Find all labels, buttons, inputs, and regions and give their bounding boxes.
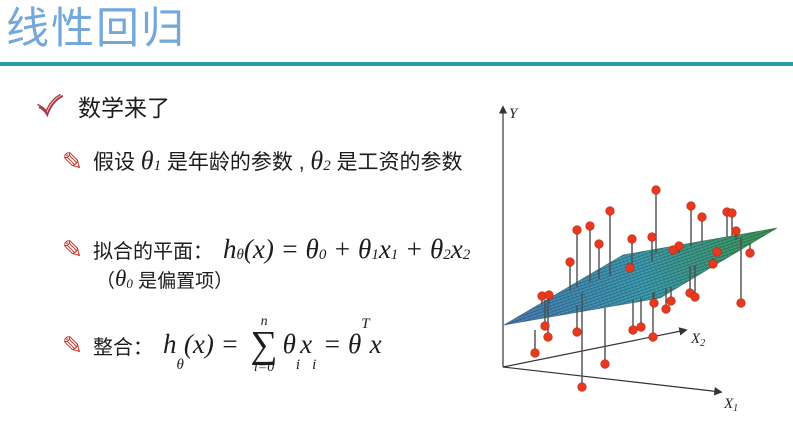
- page-title: 线性回归: [6, 4, 186, 54]
- math-intro-label: 数学来了: [78, 95, 170, 121]
- pencil-icon: ✎: [62, 146, 83, 176]
- bullet-math-intro: 数学来了: [36, 90, 170, 122]
- svg-text:Y: Y: [509, 106, 519, 122]
- pencil-icon: ✎: [62, 234, 83, 264]
- plane-fit-prefix: 拟合的平面：: [92, 240, 213, 263]
- plane-fit-note: （θ 0 是偏置项）: [96, 266, 234, 292]
- regression-3d-plot: Y X2 X1: [440, 85, 793, 446]
- plot-canvas: Y X2 X1: [498, 105, 778, 414]
- integrate-prefix: 整合：: [92, 336, 153, 359]
- title-underline: [0, 62, 793, 66]
- double-check-icon: [36, 93, 64, 119]
- pencil-icon: ✎: [62, 330, 83, 360]
- svg-text:X1: X1: [723, 396, 738, 414]
- svg-text:X2: X2: [690, 331, 705, 349]
